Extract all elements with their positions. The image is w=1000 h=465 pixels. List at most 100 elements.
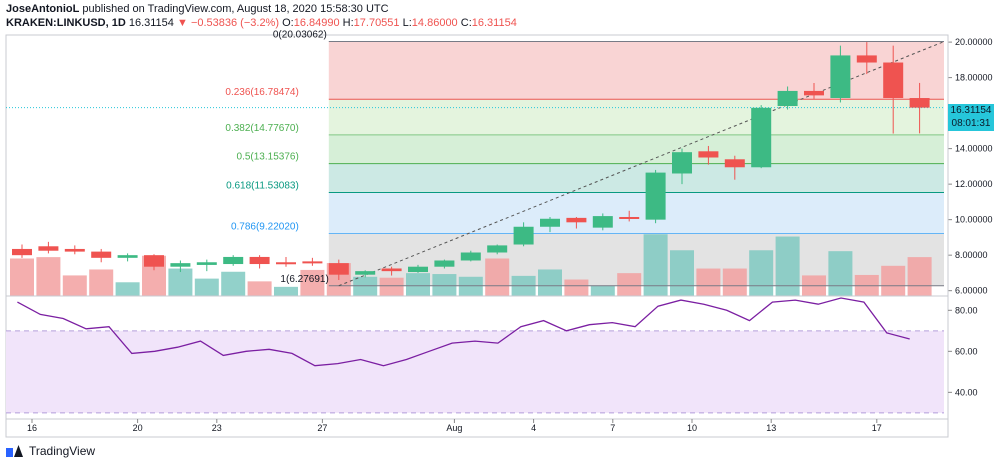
current-price-tag: 16.31154 08:01:31 <box>948 104 994 131</box>
volume-bar <box>881 265 906 296</box>
x-axis-label: Aug <box>446 423 462 433</box>
close-value: 16.31154 <box>471 17 517 29</box>
fib-zone-0 <box>328 41 944 100</box>
volume-bar <box>406 273 430 296</box>
y-axis-label: 10.00000 <box>955 215 993 225</box>
volume-bar <box>62 275 87 296</box>
volume-bar <box>89 269 114 296</box>
volume-bar <box>590 285 615 296</box>
candle-body <box>91 251 112 258</box>
candle-body <box>698 151 719 158</box>
symbol-label: KRAKEN:LINKUSD, 1D <box>6 17 126 29</box>
volume-bar <box>379 277 404 296</box>
volume-bar <box>722 268 747 296</box>
volume-bar <box>749 250 774 296</box>
candle-body <box>276 262 296 265</box>
close-label: C: <box>460 17 472 29</box>
candle-body <box>566 217 587 223</box>
y-axis-label: 20.00000 <box>955 37 993 47</box>
x-axis-label: 10 <box>687 423 697 433</box>
x-axis-label: 23 <box>212 423 222 433</box>
candle-body <box>487 245 508 253</box>
y-axis-label: 18.00000 <box>955 73 993 83</box>
fib-trend-line <box>338 41 945 287</box>
fib-zone-3 <box>328 163 944 193</box>
x-axis-label: 16 <box>27 423 37 433</box>
triangle-down-icon: ▼ <box>176 17 188 29</box>
candle-body <box>883 62 904 99</box>
volume-bar <box>221 271 246 296</box>
candle-body <box>909 98 930 108</box>
volume-bar <box>617 273 642 296</box>
volume-bar <box>907 257 932 296</box>
price-change: −0.53836 (−3.2%) <box>190 17 280 29</box>
rsi-axis-label: 80.00 <box>955 305 978 315</box>
fib-level-label: 0.786(9.22020) <box>231 221 299 232</box>
rsi-line <box>17 297 910 367</box>
rsi-axis-label: 60.00 <box>955 346 978 356</box>
volume-bar <box>36 257 61 296</box>
author-name[interactable]: JoseAntonioL <box>6 3 80 15</box>
volume-bar <box>696 268 721 296</box>
publish-info: JoseAntonioL published on TradingView.co… <box>6 3 389 15</box>
y-axis-label: 14.00000 <box>955 144 993 154</box>
candle-body <box>223 256 244 265</box>
candle-body <box>355 271 376 275</box>
candle-body <box>408 266 428 273</box>
rsi-band <box>6 330 944 413</box>
high-label: H: <box>342 17 354 29</box>
candle-body <box>540 218 560 227</box>
candle-body <box>12 248 32 256</box>
volume-bar <box>564 279 589 296</box>
candle-body <box>856 55 877 63</box>
candle-body <box>777 90 798 107</box>
candle-body <box>302 261 323 264</box>
fib-level-label: 0.382(14.77670) <box>225 123 298 134</box>
fib-level-label: 0.236(16.78474) <box>225 87 298 98</box>
candle-body <box>592 216 613 228</box>
candle-body <box>64 248 85 252</box>
candle-body <box>830 55 851 99</box>
candle-body <box>804 90 824 96</box>
volume-bar <box>828 251 853 296</box>
candle-body <box>38 246 59 251</box>
open-label: O: <box>282 17 294 29</box>
fib-zone-2 <box>328 134 944 164</box>
x-axis-label: 4 <box>531 423 536 433</box>
candle-body <box>724 159 745 168</box>
volume-bar <box>643 234 668 296</box>
high-value: 17.70551 <box>353 17 400 29</box>
symbol-info: KRAKEN:LINKUSD, 1D 16.31154 ▼ −0.53836 (… <box>6 17 517 29</box>
published-text: published on TradingView.com, August 18,… <box>79 3 389 15</box>
footer-brand[interactable]: TradingView <box>6 444 95 458</box>
price-tag-value: 16.31154 <box>950 105 992 116</box>
y-axis-label: 8.00000 <box>955 250 988 260</box>
candle-body <box>434 260 455 267</box>
last-price: 16.31154 <box>128 17 174 29</box>
candle-body <box>328 263 349 275</box>
volume-bar <box>194 278 219 296</box>
volume-bar <box>168 268 193 296</box>
open-value: 16.84990 <box>293 17 340 29</box>
volume-bar <box>432 274 457 296</box>
volume-bar <box>274 286 298 296</box>
candle-body <box>513 226 534 245</box>
candle-body <box>117 255 138 258</box>
candle-body <box>460 252 481 261</box>
x-axis-label: 20 <box>133 423 143 433</box>
rsi-axis-label: 40.00 <box>955 387 978 397</box>
brand-name: TradingView <box>29 444 96 458</box>
tradingview-logo-icon <box>6 445 24 457</box>
candle-body <box>249 256 270 265</box>
y-axis-label: 6.00000 <box>955 286 988 296</box>
volume-bar <box>538 269 562 296</box>
fib-zone-4 <box>328 192 944 234</box>
candle-body <box>170 263 191 267</box>
volume-bar <box>300 269 325 296</box>
x-axis-label: 17 <box>872 423 882 433</box>
candle-body <box>751 107 772 168</box>
fib-level-label: 0(20.03062) <box>273 30 327 41</box>
candle-body <box>672 152 692 174</box>
candle-body <box>645 172 666 220</box>
chart-canvas[interactable]: 0(20.03062) 0.236(16.78474) 0.382(14.77670… <box>0 0 1000 440</box>
